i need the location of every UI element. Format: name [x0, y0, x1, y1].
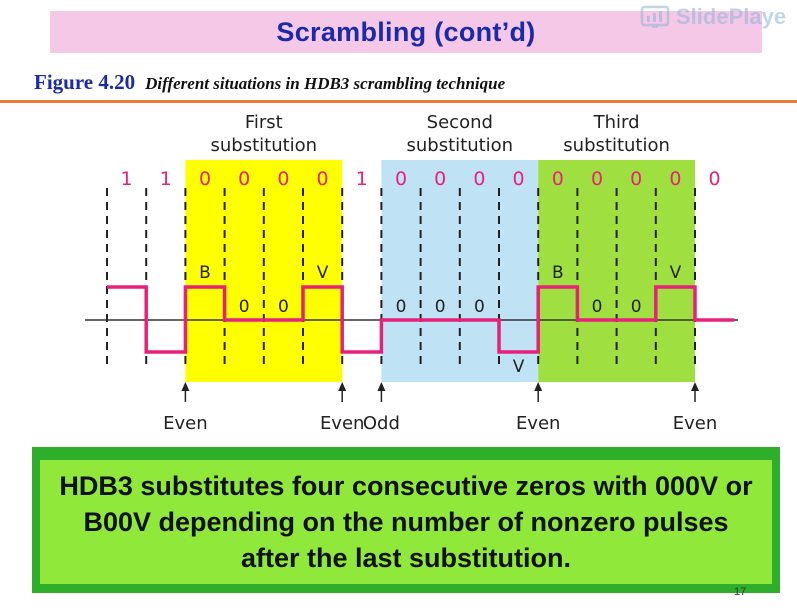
- parity-marker-label: Even: [320, 413, 365, 434]
- hdb3-signal: [107, 285, 735, 354]
- marker-arrow-icon: [691, 382, 699, 391]
- pulse-label: 0: [396, 297, 407, 317]
- bit-label: 0: [395, 168, 407, 190]
- bit-label: 0: [669, 168, 681, 190]
- note-text: HDB3 substitutes four consecutive zeros …: [59, 471, 753, 573]
- bit-label: 0: [199, 168, 211, 190]
- parity-marker-label: Even: [516, 413, 561, 434]
- note-box: HDB3 substitutes four consecutive zeros …: [40, 460, 772, 584]
- region-label-line2: substitution: [407, 135, 514, 156]
- pulse-label: 0: [592, 297, 603, 317]
- marker-arrow-icon: [338, 382, 347, 391]
- bit-label: 0: [552, 168, 564, 190]
- pulse-label: B: [552, 263, 564, 283]
- bit-label: 0: [473, 168, 485, 190]
- figure-number: Figure 4.20: [34, 70, 136, 94]
- watermark: SlidePlaye: [640, 2, 797, 32]
- parity-marker-label: Even: [163, 413, 208, 434]
- bit-label: 0: [317, 168, 329, 190]
- pulse-label: 0: [631, 297, 642, 317]
- bit-label: 0: [238, 168, 250, 190]
- figure-caption: Figure 4.20 Different situations in HDB3…: [34, 70, 505, 100]
- pulse-label: V: [513, 357, 525, 377]
- slide-title: Scrambling (cont’d): [276, 16, 536, 47]
- bit-label: 0: [277, 168, 289, 190]
- pulse-label: V: [317, 263, 329, 283]
- bit-label: 0: [513, 168, 525, 190]
- region-label-line2: substitution: [211, 135, 318, 156]
- slideplayer-logo-icon: [640, 5, 670, 28]
- bit-label: 0: [434, 168, 446, 190]
- parity-marker-label: Odd: [363, 413, 400, 434]
- bit-label: 0: [591, 168, 603, 190]
- figure-description: Different situations in HDB3 scrambling …: [145, 74, 506, 93]
- region-label-line2: substitution: [563, 135, 670, 156]
- region-label-line1: First: [245, 112, 283, 133]
- parity-marker-label: Even: [673, 413, 718, 434]
- bit-label: 0: [630, 168, 642, 190]
- pulse-label: 0: [435, 297, 446, 317]
- page-number: 17: [734, 586, 747, 598]
- pulse-label: 0: [474, 297, 485, 317]
- region-label-line1: Third: [593, 112, 640, 133]
- caption-divider: [0, 100, 797, 103]
- watermark-text: SlidePlaye: [676, 4, 787, 29]
- bit-label: 1: [160, 168, 172, 190]
- marker-arrow-icon: [181, 382, 190, 391]
- marker-arrow-icon: [377, 382, 386, 391]
- title-bar: Scrambling (cont’d): [50, 11, 762, 53]
- hdb3-diagram: FirstsubstitutionSecondsubstitutionThird…: [85, 112, 738, 434]
- pulse-label: V: [670, 263, 682, 283]
- bit-label: 1: [121, 168, 133, 190]
- region-label-line1: Second: [427, 112, 493, 133]
- pulse-label: B: [199, 263, 211, 283]
- bit-label: 1: [356, 168, 368, 190]
- bit-label: 0: [709, 168, 721, 190]
- pulse-label: 0: [278, 297, 289, 317]
- marker-arrow-icon: [534, 382, 543, 391]
- pulse-label: 0: [239, 297, 250, 317]
